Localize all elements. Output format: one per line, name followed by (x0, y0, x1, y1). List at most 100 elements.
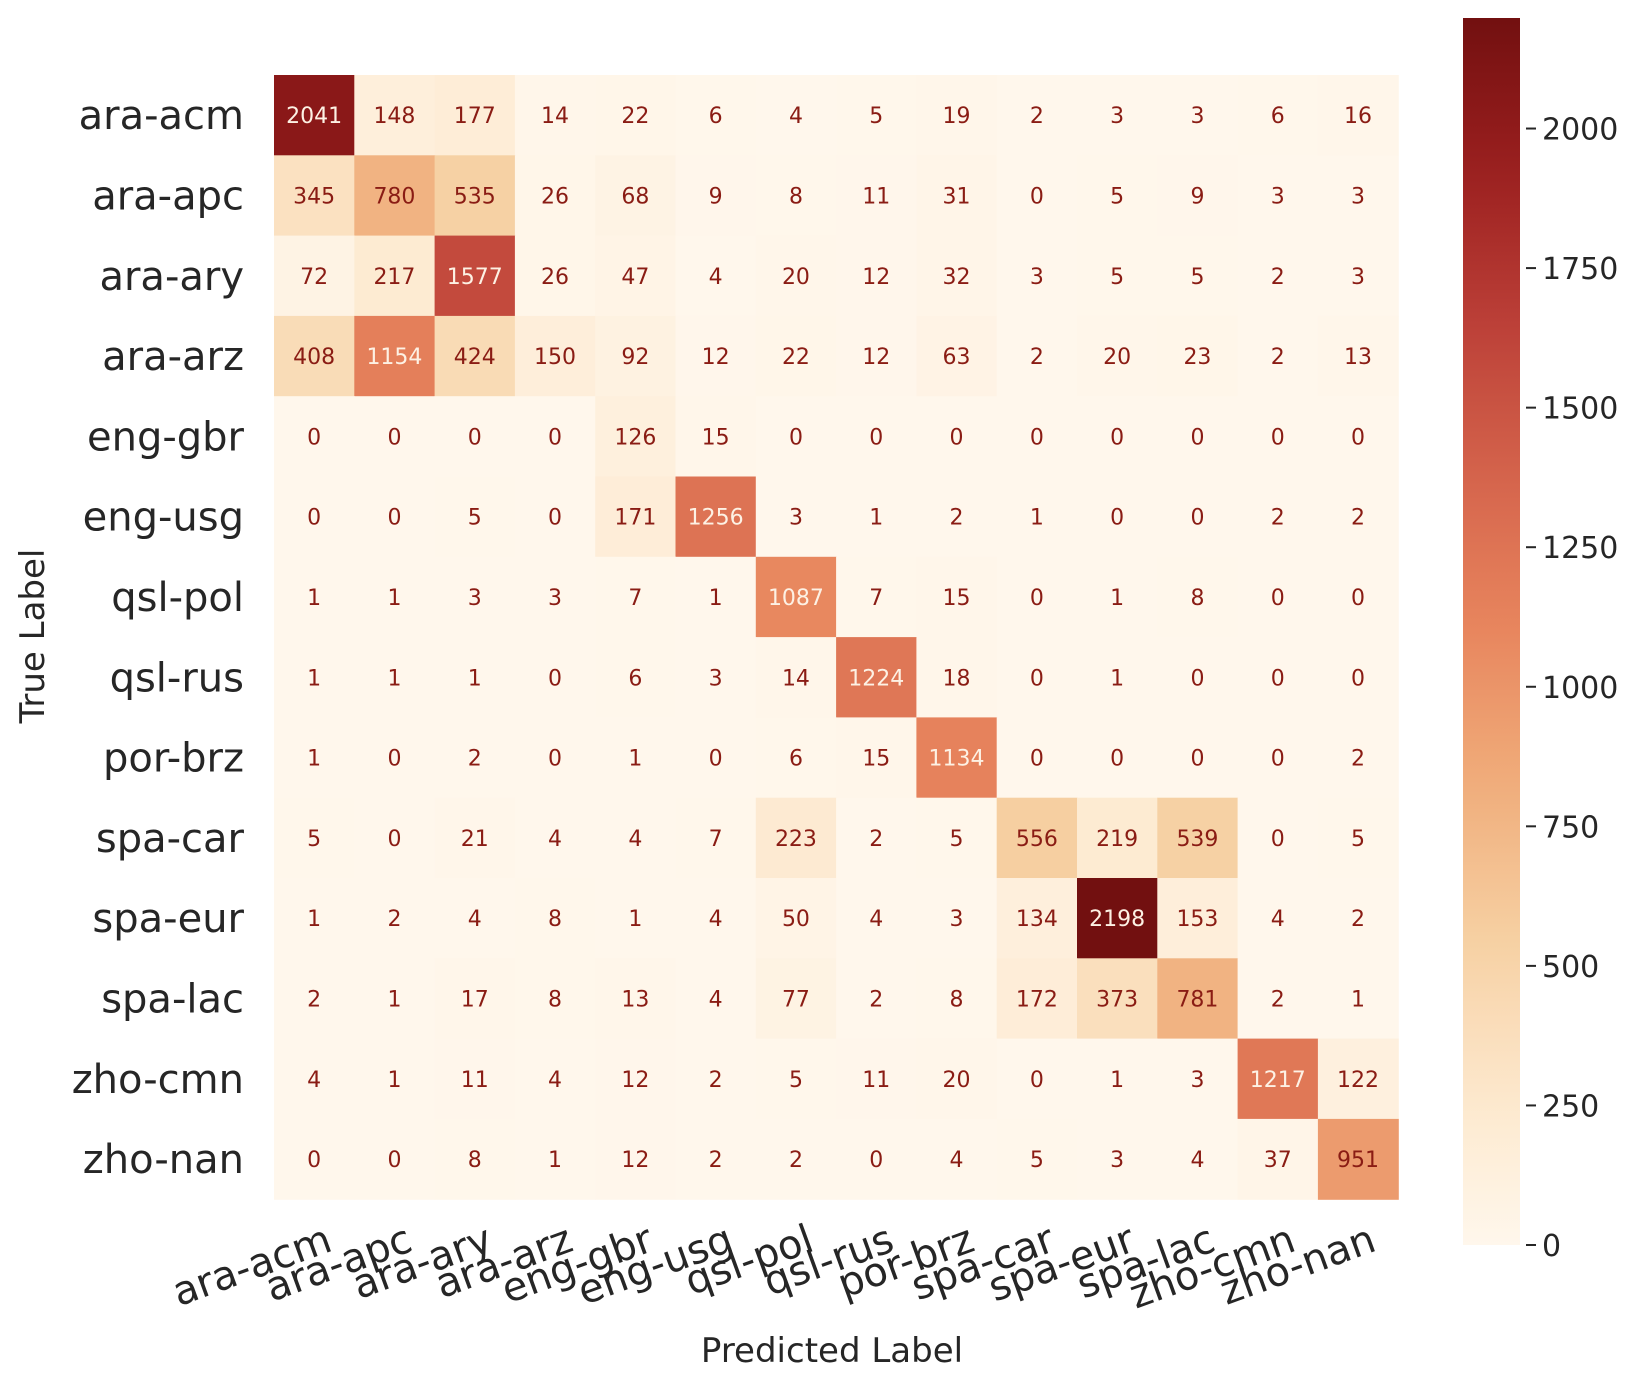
colorbar-tick-label: 500 (1542, 950, 1599, 985)
y-tick-label: spa-eur (92, 896, 244, 942)
cell-value-label: 535 (454, 184, 496, 209)
cell-value-label: 0 (1110, 506, 1124, 531)
heatmap-cell (755, 75, 837, 156)
cell-value-label: 13 (621, 987, 649, 1012)
heatmap-cell (916, 958, 998, 1040)
heatmap-cell (755, 637, 837, 718)
cell-value-label: 20 (943, 1068, 971, 1093)
cell-value-label: 780 (373, 184, 415, 209)
cell-value-label: 1224 (848, 666, 904, 691)
cell-value-label: 1087 (768, 586, 824, 611)
heatmap-cell (434, 556, 516, 638)
heatmap-cell (836, 396, 917, 478)
heatmap-cell (1317, 476, 1399, 558)
heatmap-cell (1317, 556, 1399, 638)
colorbar-tick-label: 1500 (1542, 392, 1618, 427)
cell-value-label: 0 (1351, 425, 1365, 450)
cell-value-label: 171 (614, 506, 656, 531)
cell-value-label: 15 (702, 425, 730, 450)
heatmap-cell (675, 476, 757, 558)
heatmap-cell (1077, 155, 1158, 237)
heatmap-cell (1077, 235, 1158, 317)
cell-value-label: 3 (1351, 184, 1365, 209)
cell-value-label: 1 (307, 586, 321, 611)
cell-value-label: 2 (869, 987, 883, 1012)
cell-value-label: 1 (1110, 666, 1124, 691)
cell-value-label: 68 (621, 184, 649, 209)
heatmap-cell (354, 396, 436, 478)
cell-value-label: 2 (468, 747, 482, 772)
cell-value-label: 4 (548, 1068, 562, 1093)
cell-value-label: 0 (387, 827, 401, 852)
heatmap-cell (755, 878, 837, 959)
cell-value-label: 0 (307, 506, 321, 531)
cell-value-label: 0 (1030, 425, 1044, 450)
heatmap-cell (434, 396, 516, 478)
heatmap-cell (1157, 797, 1239, 879)
heatmap-cell (836, 1118, 917, 1200)
cell-value-label: 8 (468, 1148, 482, 1173)
heatmap-cell (1237, 476, 1319, 558)
heatmap-cell (595, 878, 677, 959)
cell-value-label: 1 (307, 907, 321, 932)
heatmap-cell (836, 155, 917, 237)
heatmap-cell (354, 235, 436, 317)
cell-value-label: 5 (307, 827, 321, 852)
heatmap-cell (434, 155, 516, 237)
cell-value-label: 26 (541, 265, 569, 290)
heatmap-cell (434, 235, 516, 317)
heatmap-cell (996, 717, 1078, 799)
heatmap-cell (1157, 556, 1239, 638)
cell-value-label: 2 (709, 1148, 723, 1173)
heatmap-cell (755, 1038, 837, 1120)
heatmap-cell (1157, 235, 1239, 317)
cell-value-label: 0 (548, 747, 562, 772)
heatmap-cell (1077, 1118, 1158, 1200)
heatmap-cell (1317, 637, 1399, 718)
heatmap-cell (595, 396, 677, 478)
cell-value-label: 6 (789, 747, 803, 772)
cell-value-label: 539 (1176, 827, 1218, 852)
cell-value-label: 1154 (366, 345, 422, 370)
heatmap-cell (675, 958, 757, 1040)
heatmap-cell (1237, 556, 1319, 638)
cell-value-label: 5 (1351, 827, 1365, 852)
heatmap-cell (836, 958, 917, 1040)
cell-value-label: 0 (1190, 747, 1204, 772)
heatmap-cell (354, 717, 436, 799)
cell-value-label: 26 (541, 184, 569, 209)
cell-value-label: 1 (1030, 506, 1044, 531)
cell-value-label: 1 (387, 1068, 401, 1093)
y-tick-label: spa-car (96, 816, 245, 862)
heatmap-cell (514, 396, 596, 478)
heatmap-cell (514, 235, 596, 317)
cell-value-label: 0 (387, 1148, 401, 1173)
cell-value-label: 16 (1344, 104, 1372, 129)
cell-value-label: 47 (621, 265, 649, 290)
heatmap-cell (595, 1038, 677, 1120)
heatmap-cell (1077, 556, 1158, 638)
heatmap-cell (1157, 1118, 1239, 1200)
heatmap-cell (1237, 1038, 1319, 1120)
heatmap-cell (916, 315, 998, 397)
heatmap-cell (1317, 878, 1399, 959)
cell-value-label: 3 (1110, 104, 1124, 129)
heatmap-cell (675, 797, 757, 879)
heatmap-cell (354, 155, 436, 237)
cell-value-label: 1 (387, 586, 401, 611)
heatmap-cell (1237, 75, 1319, 156)
heatmap-cell (996, 235, 1078, 317)
cell-value-label: 0 (1030, 747, 1044, 772)
cell-value-label: 0 (548, 425, 562, 450)
heatmap-cell (675, 637, 757, 718)
heatmap-cell (274, 396, 355, 478)
heatmap-cell (514, 797, 596, 879)
cell-value-label: 12 (862, 265, 890, 290)
cell-value-label: 63 (943, 345, 971, 370)
heatmap-cell (755, 717, 837, 799)
heatmap-cell (514, 878, 596, 959)
cell-value-label: 12 (702, 345, 730, 370)
cell-value-label: 3 (548, 586, 562, 611)
cell-value-label: 21 (461, 827, 489, 852)
y-tick-label: por-brz (103, 736, 244, 782)
